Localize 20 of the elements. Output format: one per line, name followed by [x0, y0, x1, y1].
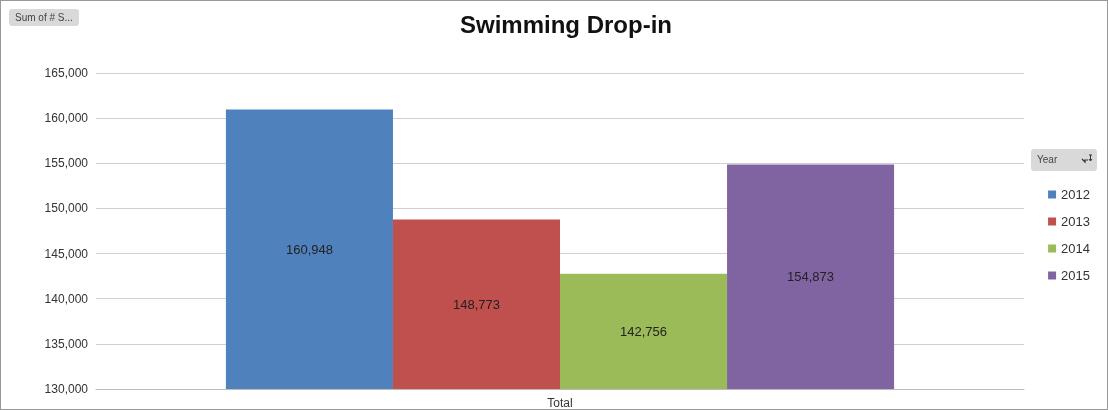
legend-label: 2012 — [1061, 187, 1090, 202]
y-tick-label: 160,000 — [44, 111, 89, 126]
y-axis-title: Sum of # S... — [9, 9, 79, 26]
legend-title: Year — [1037, 154, 1058, 165]
y-tick-label: 155,000 — [44, 156, 89, 171]
chart-title: Swimming Drop-in — [460, 10, 672, 38]
x-tick-label: Total — [547, 396, 573, 410]
data-label: 154,873 — [787, 269, 835, 285]
y-tick-label: 145,000 — [44, 246, 89, 261]
legend-label: 2015 — [1061, 268, 1090, 283]
data-label: 160,948 — [285, 241, 333, 257]
y-tick-label: 140,000 — [44, 291, 89, 306]
y-tick-label: 165,000 — [44, 66, 89, 80]
data-label: 148,773 — [452, 296, 500, 312]
data-label: 142,756 — [620, 323, 668, 339]
y-tick-label: 135,000 — [44, 336, 89, 351]
y-tick-label: 130,000 — [44, 382, 89, 396]
legend-label: 2013 — [1061, 214, 1090, 229]
y-tick-label: 150,000 — [44, 201, 89, 216]
legend-label: 2014 — [1061, 241, 1090, 256]
